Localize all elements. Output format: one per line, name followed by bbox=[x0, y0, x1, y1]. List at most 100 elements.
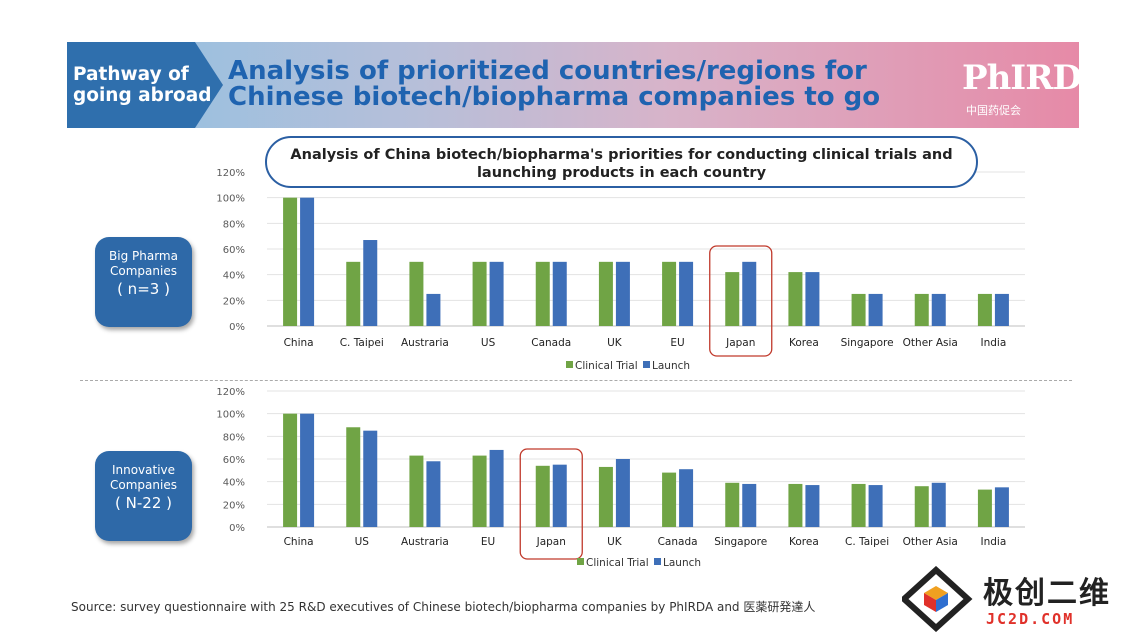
bar-clinical-trial bbox=[662, 261, 677, 326]
bar-clinical-trial bbox=[409, 261, 424, 326]
bar-clinical-trial bbox=[914, 486, 929, 527]
x-tick-label: EU bbox=[670, 337, 684, 349]
x-tick-label: US bbox=[355, 536, 370, 548]
group-sample-size: ( N-22 ) bbox=[115, 494, 172, 512]
x-tick-label: Austraria bbox=[401, 337, 449, 349]
y-tick-label: 40% bbox=[223, 478, 245, 489]
group-box-innovative: Innovative Companies ( N-22 ) bbox=[95, 451, 192, 541]
legend-swatch bbox=[566, 361, 573, 368]
page-title: Analysis of prioritized countries/region… bbox=[228, 56, 881, 112]
bar-clinical-trial bbox=[409, 455, 424, 527]
group-box-big-pharma: Big Pharma Companies ( n=3 ) bbox=[95, 237, 192, 327]
section-divider bbox=[80, 380, 1072, 381]
phirda-logo: PhIRDA bbox=[962, 58, 1107, 98]
bar-launch bbox=[868, 485, 883, 527]
y-tick-label: 0% bbox=[229, 322, 245, 333]
phirda-logo-subtitle: 中国药促会 bbox=[966, 104, 1021, 117]
x-tick-label: China bbox=[284, 337, 314, 349]
legend-swatch bbox=[577, 558, 584, 565]
x-tick-label: Korea bbox=[789, 536, 819, 548]
bar-clinical-trial bbox=[788, 272, 803, 326]
bar-launch bbox=[489, 261, 504, 326]
x-tick-label: Singapore bbox=[714, 536, 767, 548]
y-tick-label: 60% bbox=[223, 245, 245, 256]
x-tick-label: Canada bbox=[658, 536, 698, 548]
y-tick-label: 120% bbox=[216, 168, 245, 179]
bar-clinical-trial bbox=[346, 427, 361, 527]
bar-launch bbox=[615, 459, 630, 527]
bar-clinical-trial bbox=[535, 465, 550, 527]
x-tick-label: C. Taipei bbox=[340, 337, 384, 349]
y-tick-label: 40% bbox=[223, 271, 245, 282]
bar-clinical-trial bbox=[598, 261, 613, 326]
bar-clinical-trial bbox=[535, 261, 550, 326]
y-tick-label: 120% bbox=[216, 387, 245, 398]
bar-launch bbox=[300, 197, 315, 326]
bar-launch bbox=[679, 261, 694, 326]
source-note: Source: survey questionnaire with 25 R&D… bbox=[71, 600, 816, 614]
group-label-line2: Companies bbox=[110, 264, 177, 278]
x-tick-label: EU bbox=[481, 536, 495, 548]
watermark-logo-icon bbox=[902, 566, 973, 632]
bar-launch bbox=[868, 293, 883, 326]
bar-launch bbox=[363, 240, 378, 326]
x-tick-label: C. Taipei bbox=[845, 536, 889, 548]
bar-launch bbox=[300, 413, 315, 527]
chart-title-frame bbox=[265, 136, 978, 188]
bar-launch bbox=[805, 485, 820, 527]
bar-launch bbox=[805, 272, 820, 326]
bar-clinical-trial bbox=[851, 483, 866, 527]
chart-big-pharma: 0% 20% 40% 60% 80% 100% 120% China C. Taipei Aust… bbox=[216, 168, 1025, 372]
x-tick-label: China bbox=[284, 536, 314, 548]
bar-clinical-trial bbox=[977, 489, 992, 527]
x-tick-label: Japan bbox=[536, 536, 566, 548]
y-tick-label: 60% bbox=[223, 455, 245, 466]
chart-innovative: 0% 20% 40% 60% 80% 100% 120% China US Austraria EU… bbox=[216, 387, 1025, 569]
bar-launch bbox=[931, 293, 946, 326]
bar-launch bbox=[994, 487, 1009, 527]
bar-clinical-trial bbox=[914, 293, 929, 326]
x-tick-label: Austraria bbox=[401, 536, 449, 548]
bar-clinical-trial bbox=[472, 261, 487, 326]
bar-launch bbox=[426, 461, 441, 527]
x-tick-label: UK bbox=[607, 337, 623, 349]
bar-clinical-trial bbox=[788, 483, 803, 527]
bar-clinical-trial bbox=[725, 482, 740, 527]
section-tag-label: Pathway of going abroad bbox=[73, 64, 212, 106]
x-tick-label: UK bbox=[607, 536, 623, 548]
legend-swatch bbox=[654, 558, 661, 565]
legend-swatch bbox=[643, 361, 650, 368]
section-tag bbox=[67, 42, 223, 128]
x-tick-label: Korea bbox=[789, 337, 819, 349]
bar-clinical-trial bbox=[283, 413, 298, 527]
x-tick-label: Canada bbox=[531, 337, 571, 349]
bar-launch bbox=[994, 293, 1009, 326]
y-tick-label: 100% bbox=[216, 194, 245, 205]
bar-clinical-trial bbox=[283, 197, 298, 326]
group-label-line1: Innovative bbox=[111, 463, 176, 477]
highlight-box bbox=[709, 245, 773, 357]
y-tick-label: 80% bbox=[223, 432, 245, 443]
group-label-line2: Companies bbox=[110, 478, 177, 492]
y-tick-label: 80% bbox=[223, 219, 245, 230]
legend-label: Launch bbox=[652, 360, 690, 372]
bar-clinical-trial bbox=[346, 261, 361, 326]
bar-launch bbox=[742, 483, 757, 527]
x-tick-label: US bbox=[481, 337, 496, 349]
x-tick-label: India bbox=[981, 536, 1007, 548]
bar-launch bbox=[426, 293, 441, 326]
bar-launch bbox=[742, 261, 757, 326]
y-tick-label: 0% bbox=[229, 523, 245, 534]
highlight-box bbox=[519, 448, 583, 560]
legend-label: Clinical Trial bbox=[586, 557, 649, 569]
header-banner bbox=[67, 42, 1079, 128]
y-tick-label: 100% bbox=[216, 410, 245, 421]
x-tick-label: Singapore bbox=[841, 337, 894, 349]
bar-clinical-trial bbox=[725, 272, 740, 326]
watermark-text: 极创二维 bbox=[983, 576, 1111, 611]
watermark-url: JC2D.COM bbox=[986, 610, 1075, 628]
legend-label: Launch bbox=[663, 557, 701, 569]
y-tick-label: 20% bbox=[223, 500, 245, 511]
x-tick-label: Other Asia bbox=[903, 337, 958, 349]
bar-clinical-trial bbox=[977, 293, 992, 326]
